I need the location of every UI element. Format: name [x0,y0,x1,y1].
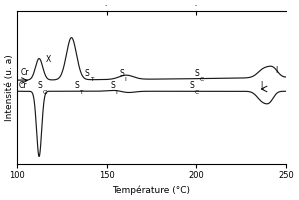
Text: T: T [79,90,83,95]
Text: I: I [115,90,117,95]
Text: Cr: Cr [20,68,29,77]
Text: G: G [42,90,47,95]
Text: I: I [124,77,126,82]
Text: Cr: Cr [19,81,27,90]
Text: S: S [37,81,42,90]
Text: C: C [194,90,198,95]
Text: S: S [110,81,115,90]
Text: S: S [195,69,199,78]
Text: C: C [200,77,204,82]
Text: I: I [260,81,263,90]
Text: S: S [85,69,90,78]
Text: T: T [90,77,94,82]
Text: S: S [74,81,79,90]
Text: S: S [189,81,194,90]
X-axis label: Température (°C): Température (°C) [112,186,190,195]
Text: S: S [119,69,124,78]
Y-axis label: Intensité (u. a): Intensité (u. a) [5,54,14,121]
Text: I: I [275,66,278,75]
Text: X: X [45,55,51,64]
